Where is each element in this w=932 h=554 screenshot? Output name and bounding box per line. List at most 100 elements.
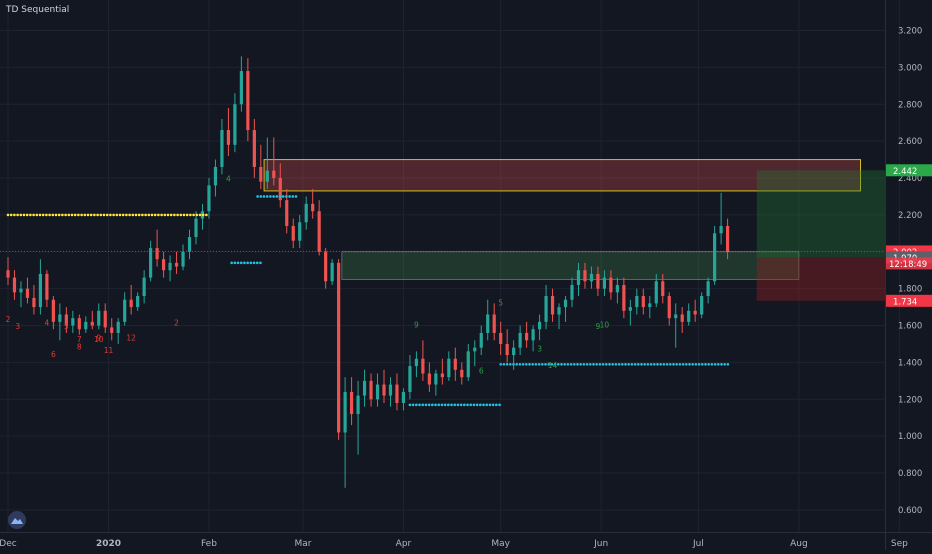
candle-body	[298, 222, 302, 241]
dot	[128, 213, 131, 217]
dot	[269, 195, 272, 198]
candle	[77, 314, 81, 335]
candle-body	[492, 314, 496, 333]
countdown-label: 12:18:49	[886, 257, 932, 270]
candle-body	[505, 343, 509, 356]
dot	[659, 362, 662, 366]
candle-body	[252, 130, 256, 167]
dot	[255, 261, 259, 265]
td-count-label: 4	[45, 319, 50, 328]
dot	[595, 362, 598, 366]
dot	[249, 261, 253, 265]
td-count-label: 2	[6, 315, 11, 324]
brand-logo-icon[interactable]	[8, 511, 26, 529]
dot	[182, 213, 186, 217]
candle	[460, 362, 464, 385]
candle-body	[518, 332, 522, 348]
dot	[233, 261, 237, 265]
dot	[169, 213, 173, 217]
dot	[598, 362, 602, 366]
dot-lines	[6, 195, 730, 407]
x-tick-label: Apr	[396, 539, 412, 549]
support-dot-line	[230, 261, 262, 265]
td-count-label: 6	[51, 350, 56, 359]
candle-body	[58, 314, 62, 322]
dot	[627, 362, 630, 366]
candle	[103, 303, 107, 333]
candle-body	[434, 373, 438, 385]
candle	[596, 266, 600, 297]
candle-body	[622, 284, 626, 311]
dot	[624, 362, 627, 366]
candle-body	[537, 321, 542, 330]
candle	[466, 343, 470, 381]
candle	[648, 296, 652, 319]
dot	[550, 362, 554, 366]
dot	[563, 362, 566, 366]
dot	[534, 362, 538, 366]
candle-body	[32, 297, 36, 308]
candle-body	[136, 296, 140, 308]
candle	[421, 340, 425, 381]
dot	[259, 195, 263, 198]
candle-body	[661, 281, 665, 297]
candle-body	[45, 273, 49, 300]
candle-body	[161, 259, 166, 271]
candle	[499, 321, 503, 356]
dot	[32, 213, 35, 217]
dot	[239, 261, 243, 265]
dot	[83, 213, 87, 217]
candle-body	[90, 321, 94, 326]
dot	[704, 362, 707, 366]
y-tick-label: 1.400	[898, 358, 922, 368]
y-tick-label: 1.600	[898, 322, 922, 332]
dot	[450, 403, 453, 407]
candle	[259, 144, 263, 190]
candle-body	[648, 303, 652, 308]
dot	[643, 362, 646, 366]
candle	[492, 303, 496, 341]
candle	[220, 119, 224, 175]
indicator-title[interactable]: TD Sequential	[6, 5, 70, 15]
dot	[285, 195, 288, 198]
dot	[611, 362, 614, 366]
dot	[723, 362, 726, 366]
dot	[421, 403, 425, 407]
dot	[508, 362, 512, 366]
y-tick-label: 0.800	[898, 469, 922, 479]
candle	[369, 373, 373, 407]
candle	[550, 288, 555, 322]
candle-body	[460, 369, 464, 378]
dot	[447, 403, 450, 407]
candle	[330, 259, 334, 285]
dot	[201, 213, 205, 217]
candle-body	[349, 391, 354, 415]
candle	[6, 257, 10, 285]
dot	[51, 213, 55, 217]
candle-body	[531, 329, 535, 341]
dot	[556, 362, 560, 366]
candle	[414, 351, 419, 378]
dot	[80, 213, 83, 217]
dot	[41, 213, 45, 217]
candle	[265, 137, 269, 190]
candle	[408, 355, 412, 400]
candle-body	[395, 384, 399, 403]
candle	[654, 273, 658, 308]
dot	[472, 403, 476, 407]
candle	[518, 325, 522, 356]
y-tick-label: 3.200	[898, 27, 922, 37]
dot	[485, 403, 489, 407]
dot	[131, 213, 135, 217]
candle-body	[149, 248, 153, 278]
candle	[362, 369, 367, 407]
dot	[443, 403, 447, 407]
candle-body	[680, 314, 684, 322]
dot	[479, 403, 482, 407]
dot	[125, 213, 128, 217]
candle	[58, 303, 62, 341]
dot	[694, 362, 698, 366]
y-tick-label: 1.000	[898, 432, 922, 442]
